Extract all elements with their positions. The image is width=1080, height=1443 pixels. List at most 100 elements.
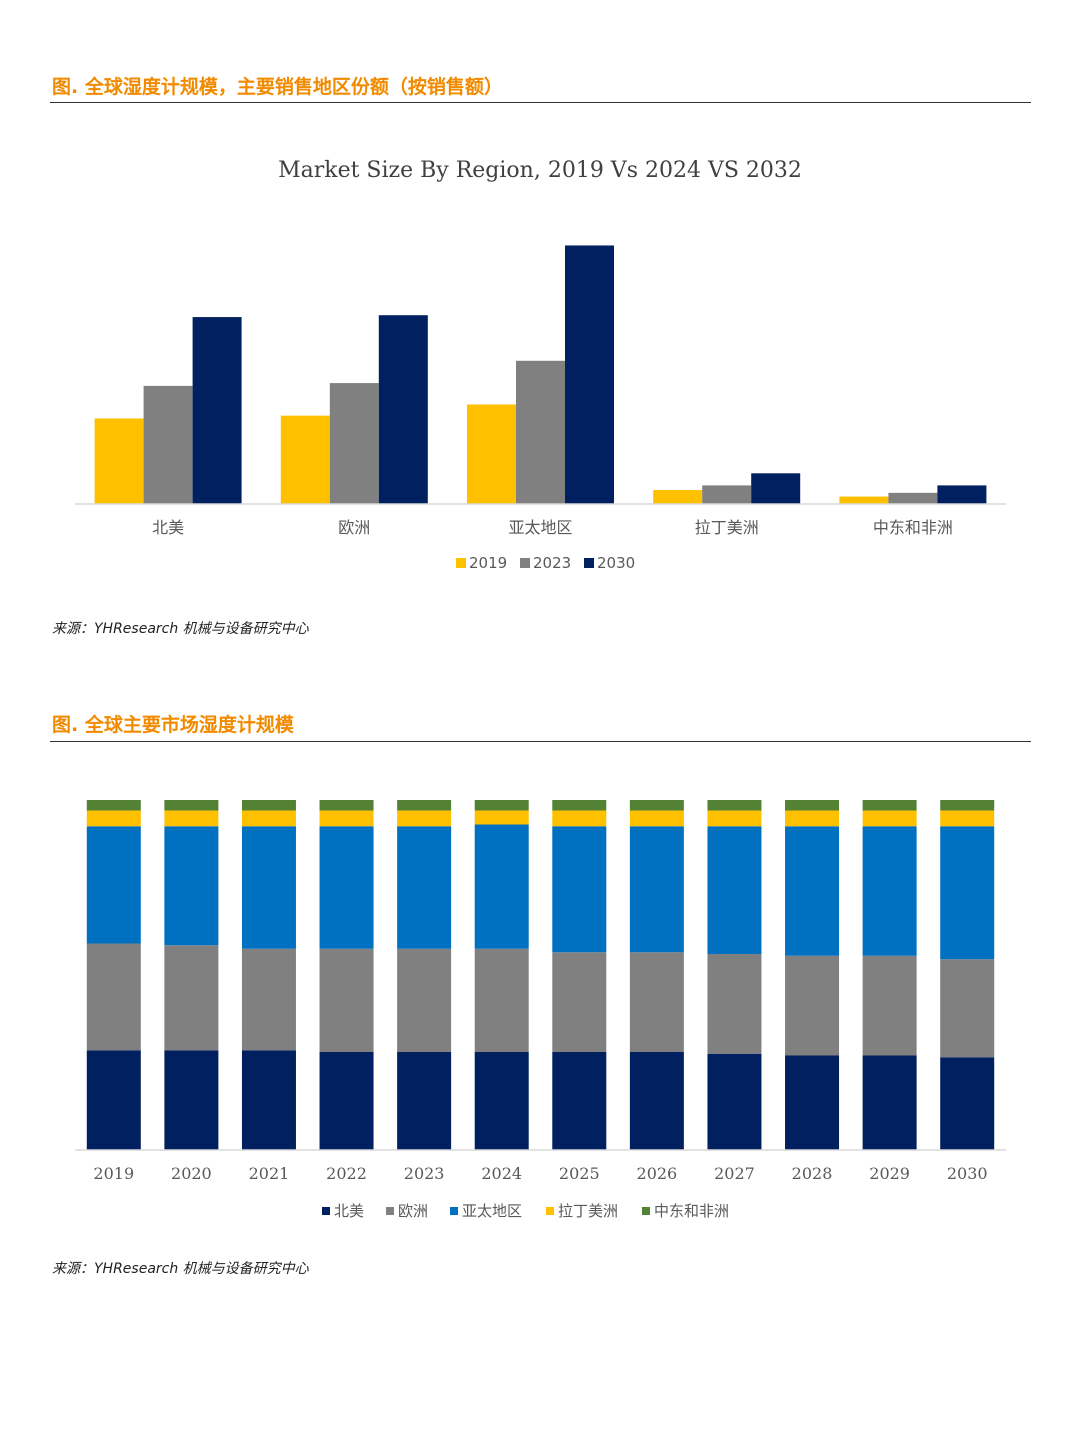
- stack-2023-中东和非洲: [397, 800, 452, 811]
- stack-2029-中东和非洲: [862, 800, 917, 811]
- bar-拉丁美洲-2023: [702, 485, 752, 504]
- stack-2030-拉丁美洲: [940, 810, 995, 827]
- stack-2019-拉丁美洲: [86, 810, 141, 827]
- stack-2021-欧洲: [241, 948, 296, 1051]
- stack-2024-欧洲: [474, 948, 529, 1052]
- legend-swatch: [546, 1207, 554, 1215]
- stack-2026-拉丁美洲: [629, 810, 684, 827]
- chart2-categories: 2019 2020 2021 2022 2023 2024 2025 2026 2027 2028…: [93, 1164, 987, 1183]
- stack-2026-欧洲: [629, 952, 684, 1052]
- stack-2019-亚太地区: [86, 826, 141, 944]
- legend-swatch: [322, 1207, 330, 1215]
- legend-label: 中东和非洲: [654, 1202, 729, 1220]
- bar-中东和非洲-2023: [888, 492, 938, 504]
- stack-2024-北美: [474, 1052, 529, 1150]
- stack-2024-拉丁美洲: [474, 810, 529, 825]
- bar-北美-2023: [143, 385, 193, 504]
- bar-拉丁美洲-2019: [653, 490, 703, 504]
- legend-label: 拉丁美洲: [558, 1202, 618, 1220]
- stack-2030-北美: [940, 1057, 995, 1150]
- figure2-source: 来源：YHResearch 机械与设备研究中心: [52, 1261, 309, 1277]
- legend-swatch: [450, 1207, 458, 1215]
- stack-2020-欧洲: [164, 945, 219, 1051]
- stack-2019-北美: [86, 1050, 141, 1150]
- stack-2022-亚太地区: [319, 826, 374, 949]
- stack-2030-欧洲: [940, 959, 995, 1058]
- legend-swatch: [386, 1207, 394, 1215]
- year-label: 2025: [559, 1164, 600, 1183]
- bar-中东和非洲-2019: [839, 496, 889, 504]
- category-label: 亚太地区: [508, 518, 572, 537]
- stack-2020-中东和非洲: [164, 800, 219, 811]
- stack-2020-北美: [164, 1050, 219, 1150]
- chart1: Market Size By Region, 2019 Vs 2024 VS 2…: [75, 158, 1006, 572]
- chart1-title: Market Size By Region, 2019 Vs 2024 VS 2…: [278, 158, 802, 183]
- stack-2025-北美: [552, 1052, 607, 1150]
- stack-2029-欧洲: [862, 955, 917, 1056]
- chart1-bars: [94, 245, 987, 504]
- category-label: 北美: [152, 518, 184, 537]
- bar-北美-2019: [94, 418, 144, 504]
- stack-2028-亚太地区: [785, 826, 840, 956]
- chart2: 2019 2020 2021 2022 2023 2024 2025 2026 2027 2028…: [75, 800, 1006, 1220]
- year-label: 2026: [637, 1164, 678, 1183]
- bar-亚太地区-2023: [516, 360, 565, 504]
- figure1-source: 来源：YHResearch 机械与设备研究中心: [52, 621, 309, 637]
- stack-2019-欧洲: [86, 943, 141, 1051]
- bar-北美-2030: [192, 317, 242, 504]
- stack-2029-亚太地区: [862, 826, 917, 956]
- legend-label: 2030: [597, 554, 635, 572]
- stack-2023-拉丁美洲: [397, 810, 452, 827]
- stack-2028-拉丁美洲: [785, 810, 840, 827]
- stack-2026-中东和非洲: [629, 800, 684, 811]
- bar-欧洲-2019: [280, 415, 330, 504]
- bar-拉丁美洲-2030: [751, 473, 801, 504]
- figure1-heading: 图. 全球湿度计规模，主要销售地区份额（按销售额）: [52, 76, 503, 98]
- year-label: 2020: [171, 1164, 212, 1183]
- legend-swatch: [642, 1207, 650, 1215]
- stack-2027-北美: [707, 1053, 762, 1150]
- bar-亚太地区-2030: [565, 245, 614, 504]
- stack-2028-中东和非洲: [785, 800, 840, 811]
- legend-label: 2019: [469, 554, 507, 572]
- stack-2023-北美: [397, 1052, 452, 1150]
- year-label: 2019: [93, 1164, 134, 1183]
- legend-label: 亚太地区: [462, 1202, 522, 1220]
- stack-2027-欧洲: [707, 954, 762, 1054]
- stack-2025-欧洲: [552, 952, 607, 1052]
- legend-label: 2023: [533, 554, 571, 572]
- stack-2030-中东和非洲: [940, 800, 995, 811]
- legend-label: 欧洲: [398, 1202, 428, 1220]
- chart2-bars: [86, 800, 995, 1150]
- stack-2024-亚太地区: [474, 824, 529, 949]
- year-label: 2029: [869, 1164, 910, 1183]
- stack-2021-拉丁美洲: [241, 810, 296, 827]
- stack-2027-拉丁美洲: [707, 810, 762, 827]
- stack-2021-亚太地区: [241, 826, 296, 949]
- year-label: 2021: [249, 1164, 290, 1183]
- stack-2022-拉丁美洲: [319, 810, 374, 827]
- year-label: 2022: [326, 1164, 367, 1183]
- stack-2022-欧洲: [319, 948, 374, 1052]
- stack-2020-亚太地区: [164, 826, 219, 946]
- bar-欧洲-2030: [378, 315, 428, 504]
- category-label: 中东和非洲: [873, 518, 953, 537]
- stack-2025-中东和非洲: [552, 800, 607, 811]
- stack-2028-欧洲: [785, 955, 840, 1056]
- stack-2027-亚太地区: [707, 826, 762, 954]
- stack-2022-北美: [319, 1052, 374, 1150]
- stack-2019-中东和非洲: [86, 800, 141, 811]
- legend-swatch: [584, 558, 594, 568]
- category-label: 拉丁美洲: [695, 518, 759, 537]
- legend-swatch: [520, 558, 530, 568]
- category-label: 欧洲: [338, 518, 370, 537]
- figure1-divider: [50, 102, 1031, 103]
- chart1-legend: 2019 2023 2030: [456, 554, 635, 572]
- bar-亚太地区-2019: [467, 404, 516, 504]
- stack-2026-亚太地区: [629, 826, 684, 953]
- figure2-divider: [50, 741, 1031, 742]
- stack-2025-亚太地区: [552, 826, 607, 953]
- year-label: 2028: [792, 1164, 833, 1183]
- stack-2027-中东和非洲: [707, 800, 762, 811]
- stack-2029-拉丁美洲: [862, 810, 917, 827]
